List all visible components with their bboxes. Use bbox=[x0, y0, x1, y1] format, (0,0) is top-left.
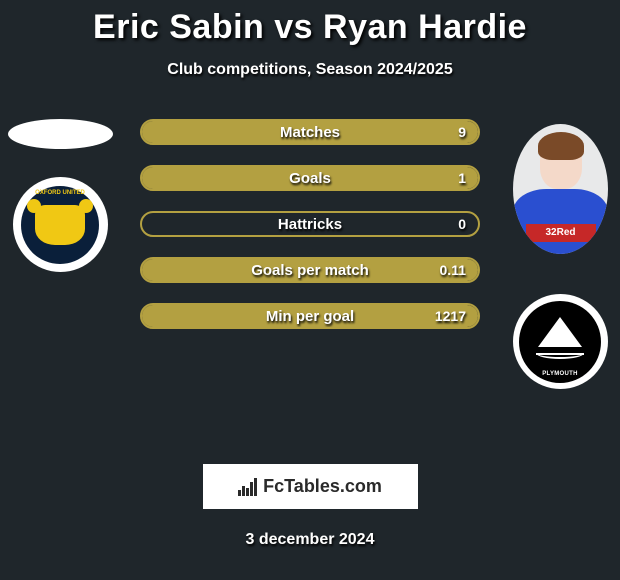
title-player2: Ryan Hardie bbox=[323, 8, 527, 46]
stat-value-right: 9 bbox=[458, 124, 466, 140]
stat-label: Min per goal bbox=[142, 308, 478, 325]
jersey-sponsor: 32Red bbox=[526, 224, 596, 242]
stat-label: Goals per match bbox=[142, 262, 478, 279]
stat-value-right: 0.11 bbox=[440, 262, 466, 278]
stat-value-right: 1 bbox=[458, 170, 466, 186]
badge-text: OXFORD UNITED bbox=[21, 190, 99, 196]
title-player1: Eric Sabin bbox=[93, 8, 264, 46]
stat-row: Goals per match 0.11 bbox=[140, 257, 480, 283]
stat-row: Min per goal 1217 bbox=[140, 303, 480, 329]
stat-value-right: 1217 bbox=[435, 308, 466, 324]
stat-label: Goals bbox=[142, 170, 478, 187]
comparison-content: OXFORD UNITED 32Red PLYMOUTH Matches 9 bbox=[0, 119, 620, 419]
subtitle: Club competitions, Season 2024/2025 bbox=[0, 61, 620, 79]
player1-photo-placeholder bbox=[8, 119, 113, 149]
brand-chart-icon bbox=[238, 478, 257, 496]
right-column: 32Red PLYMOUTH bbox=[500, 119, 620, 389]
player1-club-badge: OXFORD UNITED bbox=[13, 177, 108, 272]
badge-text: PLYMOUTH bbox=[519, 371, 601, 377]
stat-row: Matches 9 bbox=[140, 119, 480, 145]
stat-label: Matches bbox=[142, 124, 478, 141]
stat-label: Hattricks bbox=[142, 216, 478, 233]
player2-photo: 32Red bbox=[513, 124, 608, 254]
brand-box: FcTables.com bbox=[203, 464, 418, 509]
stat-row: Hattricks 0 bbox=[140, 211, 480, 237]
page-title: Eric Sabin vs Ryan Hardie bbox=[0, 0, 620, 47]
stat-bars: Matches 9 Goals 1 Hattricks 0 Goals per … bbox=[140, 119, 480, 329]
stat-value-right: 0 bbox=[458, 216, 466, 232]
title-vs: vs bbox=[274, 8, 313, 46]
brand-text: FcTables.com bbox=[263, 476, 382, 497]
stat-row: Goals 1 bbox=[140, 165, 480, 191]
player2-club-badge: PLYMOUTH bbox=[513, 294, 608, 389]
footer-date: 3 december 2024 bbox=[0, 531, 620, 549]
left-column: OXFORD UNITED bbox=[0, 119, 120, 272]
